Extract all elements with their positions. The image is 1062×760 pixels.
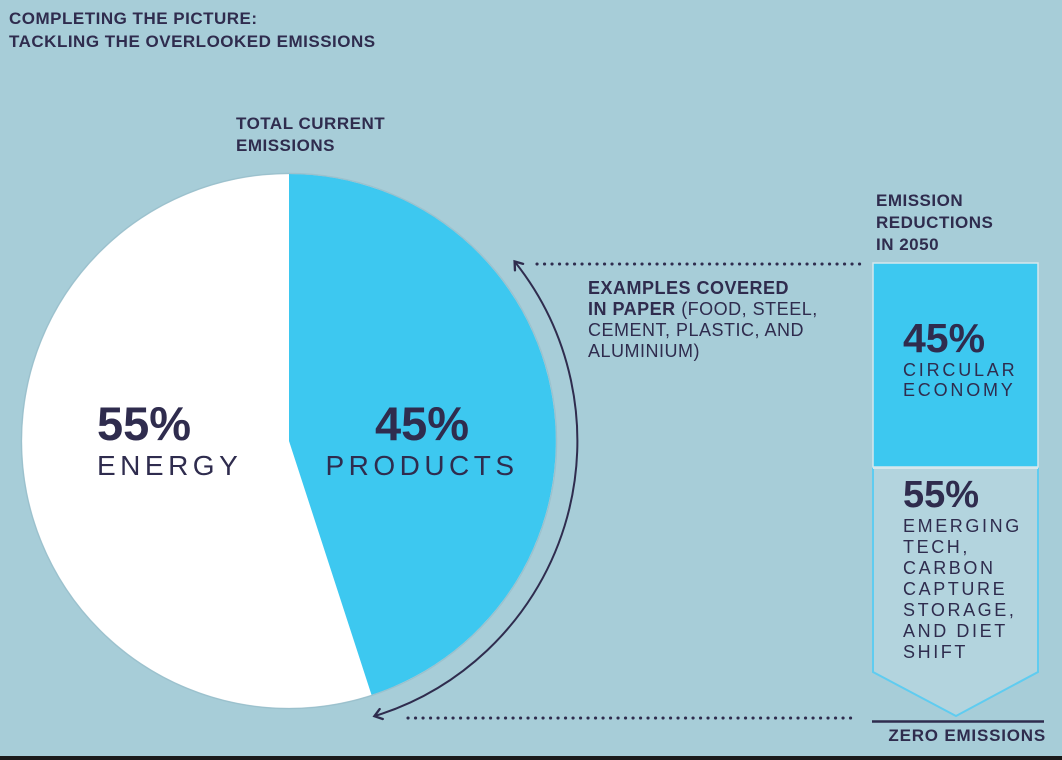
products-value: 45% [374,397,470,450]
examples-line1: EXAMPLES COVERED [588,278,818,299]
emerging-line-6: AND DIET [903,621,1008,641]
products-label: PRODUCTS [325,450,519,481]
examples-bold2: IN PAPER [588,299,676,319]
energy-label: ENERGY [97,450,243,481]
emerging-line-1: EMERGING [903,516,1022,536]
page-title-line1: COMPLETING THE PICTURE: [9,9,258,28]
examples-bold1: EXAMPLES COVERED [588,278,790,298]
bottom-edge-bar [0,756,1062,760]
circular-label-line2: ECONOMY [903,380,1016,400]
examples-line3: CEMENT, PLASTIC, AND [588,320,805,340]
energy-value: 55% [97,397,192,450]
circular-label-line1: CIRCULAR [903,360,1018,380]
pie-heading-line1: TOTAL CURRENT [236,114,386,133]
energy-slice-label: 55% ENERGY [97,399,242,483]
emerging-line-4: CAPTURE [903,579,1008,599]
bar-segment-circular [872,262,1039,468]
emerging-tech-label: 55% EMERGING TECH, CARBON CAPTURE STORAG… [903,474,1022,663]
reductions-heading: EMISSION REDUCTIONS IN 2050 [876,190,993,256]
emerging-line-5: STORAGE, [903,600,1017,620]
examples-annotation: EXAMPLES COVERED IN PAPER (FOOD, STEEL, … [588,278,818,362]
wedge-span-arrow [372,259,579,721]
examples-line4: ALUMINIUM) [588,341,700,361]
emerging-line-2: TECH, [903,537,970,557]
zero-emissions-label: ZERO EMISSIONS [888,726,1046,745]
reductions-heading-line2: REDUCTIONS [876,213,994,232]
examples-line2: IN PAPER (FOOD, STEEL, [588,299,818,320]
bar-segment-emerging [872,467,1039,718]
emerging-value: 55% [903,474,980,516]
pie-outline [20,172,558,710]
circular-economy-label: 45% CIRCULAR ECONOMY [903,316,1017,400]
page-title: COMPLETING THE PICTURE: TACKLING THE OVE… [9,7,376,53]
pie-heading: TOTAL CURRENT EMISSIONS [236,113,385,157]
pie-heading-line2: EMISSIONS [236,136,335,155]
emerging-line-3: CARBON [903,558,996,578]
circular-value: 45% [903,315,986,361]
page-title-line2: TACKLING THE OVERLOOKED EMISSIONS [9,32,376,51]
examples-line2-rest: (FOOD, STEEL, [675,299,818,319]
reductions-heading-line3: IN 2050 [876,235,940,254]
products-slice-label: 45% PRODUCTS [325,399,518,483]
emerging-line-7: SHIFT [903,642,968,662]
reductions-heading-line1: EMISSION [876,191,964,210]
